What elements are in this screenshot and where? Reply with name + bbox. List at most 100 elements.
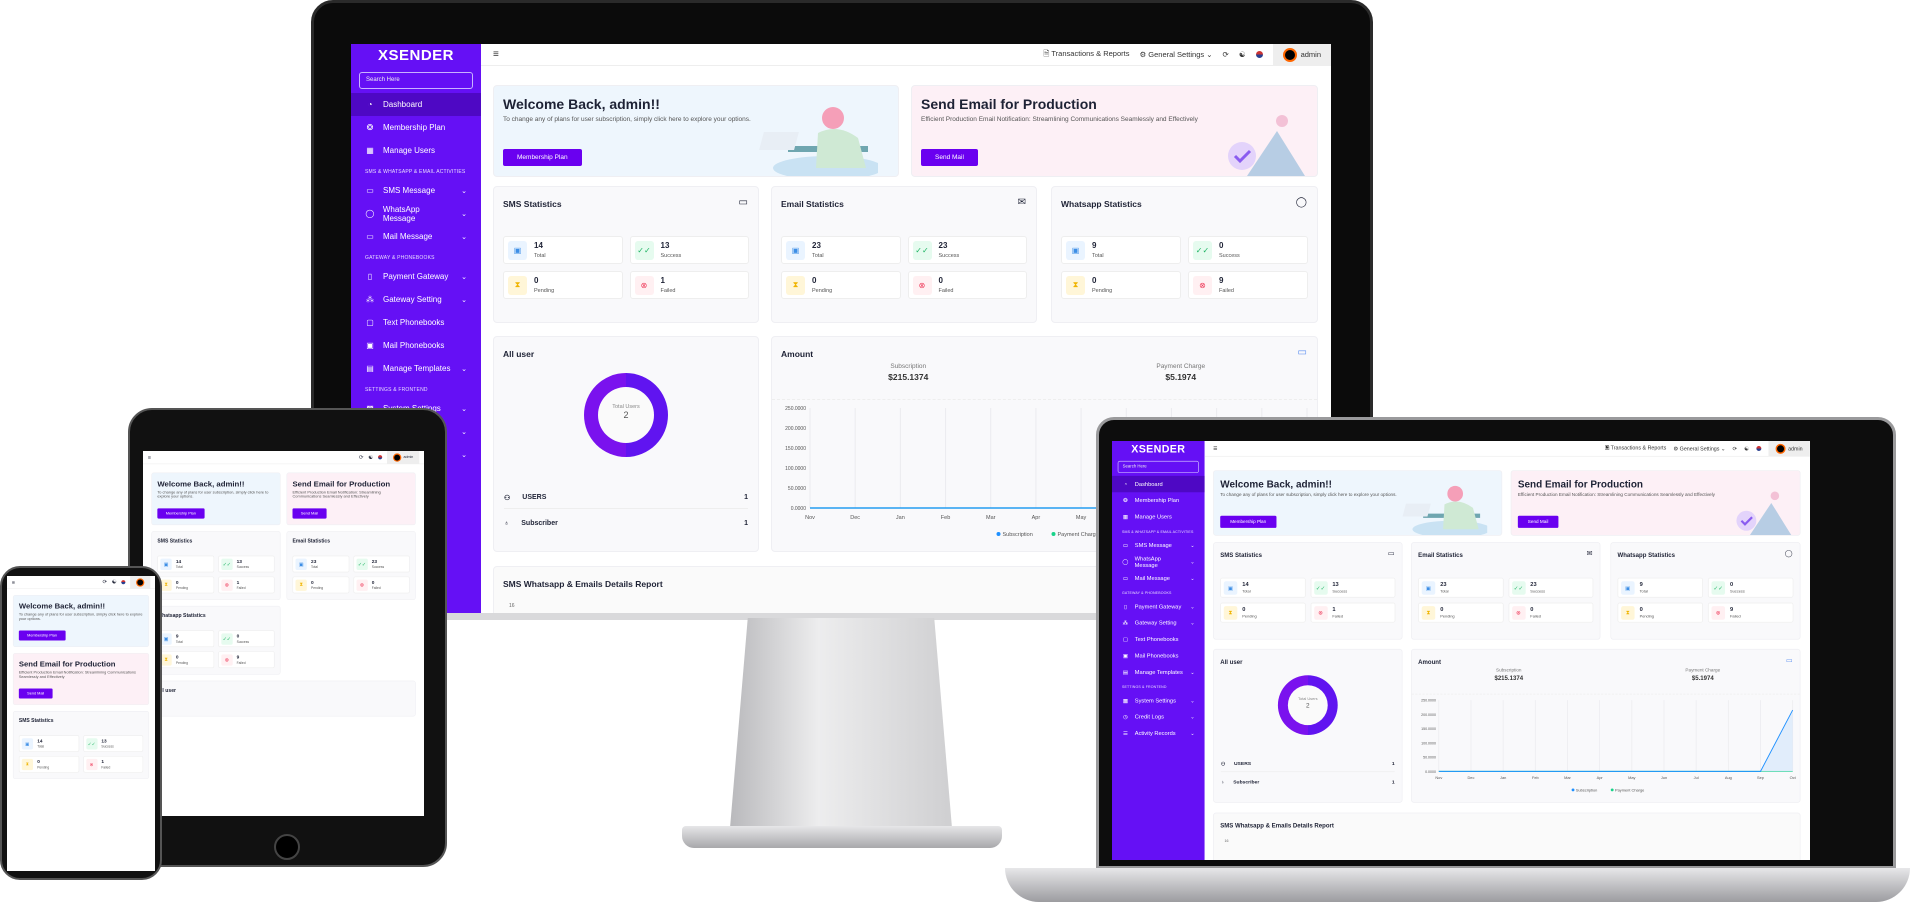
refresh-icon[interactable]: ⟳ (1732, 445, 1738, 452)
membership-plan-button[interactable]: Membership Plan (503, 149, 582, 166)
sidebar-item[interactable]: ▣ Mail Phonebooks (1122, 652, 1179, 659)
x-tick-label: Apr (1032, 515, 1041, 521)
sidebar-item[interactable]: ☰Activity Records⌄ (1122, 730, 1195, 737)
sidebar-search-input[interactable]: Search Here (1117, 460, 1199, 474)
language-flag-icon[interactable] (121, 580, 126, 585)
send-mail-button[interactable]: Send Mail (1517, 515, 1559, 528)
whatsapp-icon: ◯ (365, 209, 375, 218)
chevron-down-icon: ⌄ (461, 365, 467, 373)
sidebar-search-input[interactable]: Search Here (359, 72, 473, 89)
y-tick-label: 100.0000 (1421, 741, 1436, 745)
theme-icon[interactable]: ☯ (368, 453, 374, 460)
hourglass-icon: ⧗ (1066, 275, 1085, 295)
amount-line-chart: Nov Dec Jan Feb Mar Apr May Jun Jul Aug Sep Oct 0.00… (1411, 693, 1800, 792)
language-flag-icon[interactable] (1756, 445, 1762, 451)
card-title: SMS Whatsapp & Emails Details Report (503, 579, 663, 589)
dashboard-icon: ◔ (367, 100, 373, 109)
sidebar-item[interactable]: ▯ Payment Gateway ⌄ (351, 265, 481, 288)
sidebar-item[interactable]: ▯ Payment Gateway ⌄ (1123, 603, 1195, 610)
x-circle-icon: ⊗ (1711, 605, 1726, 620)
stat-icon: ▣ (160, 558, 172, 570)
sidebar-item[interactable]: ◯ WhatsApp Message ⌄ (1122, 555, 1195, 569)
avatar (136, 578, 145, 587)
sidebar-section-label: GATEWAY & PHONEBOOKS (1121, 591, 1172, 596)
sidebar-item[interactable]: ▭ Mail Message ⌄ (366, 232, 467, 241)
sidebar-item[interactable]: ◷Credit Logs⌄ (1123, 713, 1195, 721)
logo: XSENDER (1131, 443, 1186, 456)
send-mail-button[interactable]: Send Mail (292, 508, 327, 519)
menu-toggle-icon[interactable]: ≡ (11, 579, 15, 586)
general-settings-dropdown[interactable]: ⚙ General Settings ⌄ (1139, 50, 1213, 59)
user-menu[interactable]: admin (1768, 441, 1810, 456)
phonebook-icon: ▢ (1122, 636, 1129, 643)
theme-icon[interactable]: ☯ (111, 578, 117, 585)
refresh-icon[interactable]: ⟳ (358, 453, 364, 460)
membership-plan-button[interactable]: Membership Plan (1220, 515, 1277, 528)
user-menu[interactable]: admin (386, 451, 420, 464)
menu-toggle-icon[interactable]: ≡ (1213, 444, 1218, 453)
sidebar-item[interactable]: ▭ Mail Message ⌄ (1122, 574, 1195, 582)
mobile-dashboard: ≡ ⟳ ☯ Welcome Back, admin!! To change any of… (7, 576, 155, 785)
membership-plan-button[interactable]: Membership Plan (18, 630, 66, 641)
grid-icon: ▦ (366, 146, 374, 155)
sidebar-item[interactable]: ▤ Manage Templates ⌄ (366, 364, 467, 373)
theme-icon[interactable]: ☯ (1744, 445, 1749, 452)
language-flag-icon[interactable] (1255, 51, 1263, 58)
send-mail-button[interactable]: Send Mail (921, 149, 978, 166)
y-tick-label: 0.0000 (1425, 770, 1436, 774)
stat-icon: ✓✓ (221, 558, 233, 570)
stat-total: ▣ 14 Total (157, 555, 214, 573)
sidebar-item[interactable]: ⁂ Gateway Setting ⌄ (366, 295, 467, 304)
legend-marker (1571, 788, 1575, 792)
send-mail-button[interactable]: Send Mail (18, 688, 53, 699)
sidebar-item[interactable]: ❂ Membership Plan (366, 123, 446, 132)
language-flag-icon[interactable] (377, 455, 382, 460)
stats-card: SMS Statistics ▭ ▣ 14 Total ✓✓ 13 Success ⧗ 0 Pe… (1213, 542, 1403, 640)
card-title: Whatsapp Statistics (1061, 199, 1142, 209)
transactions-link[interactable]: 🗎 Transactions & Reports (1604, 444, 1667, 451)
sidebar-item[interactable]: ▣ Mail Phonebooks (366, 341, 445, 350)
general-settings-dropdown[interactable]: ⚙ General Settings ⌄ (1673, 445, 1726, 452)
menu-toggle-icon[interactable]: ≡ (147, 454, 151, 461)
stat-icon: ⊗ (86, 758, 98, 770)
refresh-icon[interactable]: ⟳ (1222, 50, 1229, 59)
menu-toggle-icon[interactable]: ≡ (493, 49, 499, 60)
stat-failed: ⊗ 0 Failed (1508, 602, 1594, 623)
sidebar-item[interactable]: ▭ SMS Message ⌄ (1122, 542, 1195, 549)
refresh-icon[interactable]: ⟳ (102, 578, 108, 585)
logo: XSENDER (377, 47, 455, 64)
sidebar-item[interactable]: ◯ WhatsApp Message ⌄ (365, 204, 467, 223)
envelope-open-icon: ✉ (1586, 549, 1593, 558)
illustration-mail (1228, 115, 1305, 176)
send-email-card: Send Email for Production Efficient Prod… (1510, 470, 1801, 536)
sidebar-item[interactable]: ◔ Dashboard (351, 93, 481, 116)
membership-plan-button[interactable]: Membership Plan (157, 508, 205, 519)
sidebar-item[interactable]: ⁂ Gateway Setting ⌄ (1122, 619, 1195, 627)
whatsapp-icon: ◯ (1122, 558, 1129, 565)
sidebar-item[interactable]: ▩System Settings⌄ (1122, 697, 1195, 704)
sidebar-item[interactable]: ❂ Membership Plan (1123, 497, 1180, 504)
sidebar-item[interactable]: ▢ Text Phonebooks (366, 318, 445, 327)
users-donut-chart: Total Users 2 (1277, 675, 1338, 736)
stat-total: ▣ 23 Total (781, 236, 901, 264)
theme-icon[interactable]: ☯ (1238, 50, 1246, 59)
sidebar-item[interactable]: ▭ SMS Message ⌄ (366, 186, 467, 195)
sidebar-item[interactable]: ◔ Dashboard (1112, 475, 1205, 493)
mail-phonebook-icon: ▣ (1122, 652, 1129, 659)
y-tick-label: 200.0000 (1421, 713, 1436, 717)
sidebar-item[interactable]: ▢ Text Phonebooks (1122, 636, 1179, 643)
double-check-icon: ✓✓ (1313, 580, 1328, 595)
sidebar-item[interactable]: ▤ Manage Templates ⌄ (1122, 668, 1195, 676)
illustration-mail (1736, 491, 1792, 535)
stat-pending: ⧗ 0 Pending (1061, 271, 1181, 299)
chevron-down-icon: ⌄ (1190, 543, 1195, 549)
sidebar-item[interactable]: ▦ Manage Users (366, 146, 436, 155)
transactions-link[interactable]: 🗎 Transactions & Reports (1043, 49, 1130, 58)
user-menu[interactable]: admin (1272, 44, 1331, 65)
chevron-down-icon: ⌄ (1190, 559, 1195, 565)
contact-book-icon: ▣ (1223, 580, 1238, 595)
user-menu[interactable] (130, 576, 151, 589)
sidebar-item[interactable]: ▦ Manage Users (1122, 513, 1172, 521)
stat-success: ✓✓ 13 Success (83, 735, 144, 752)
double-check-icon: ✓✓ (1711, 580, 1726, 595)
